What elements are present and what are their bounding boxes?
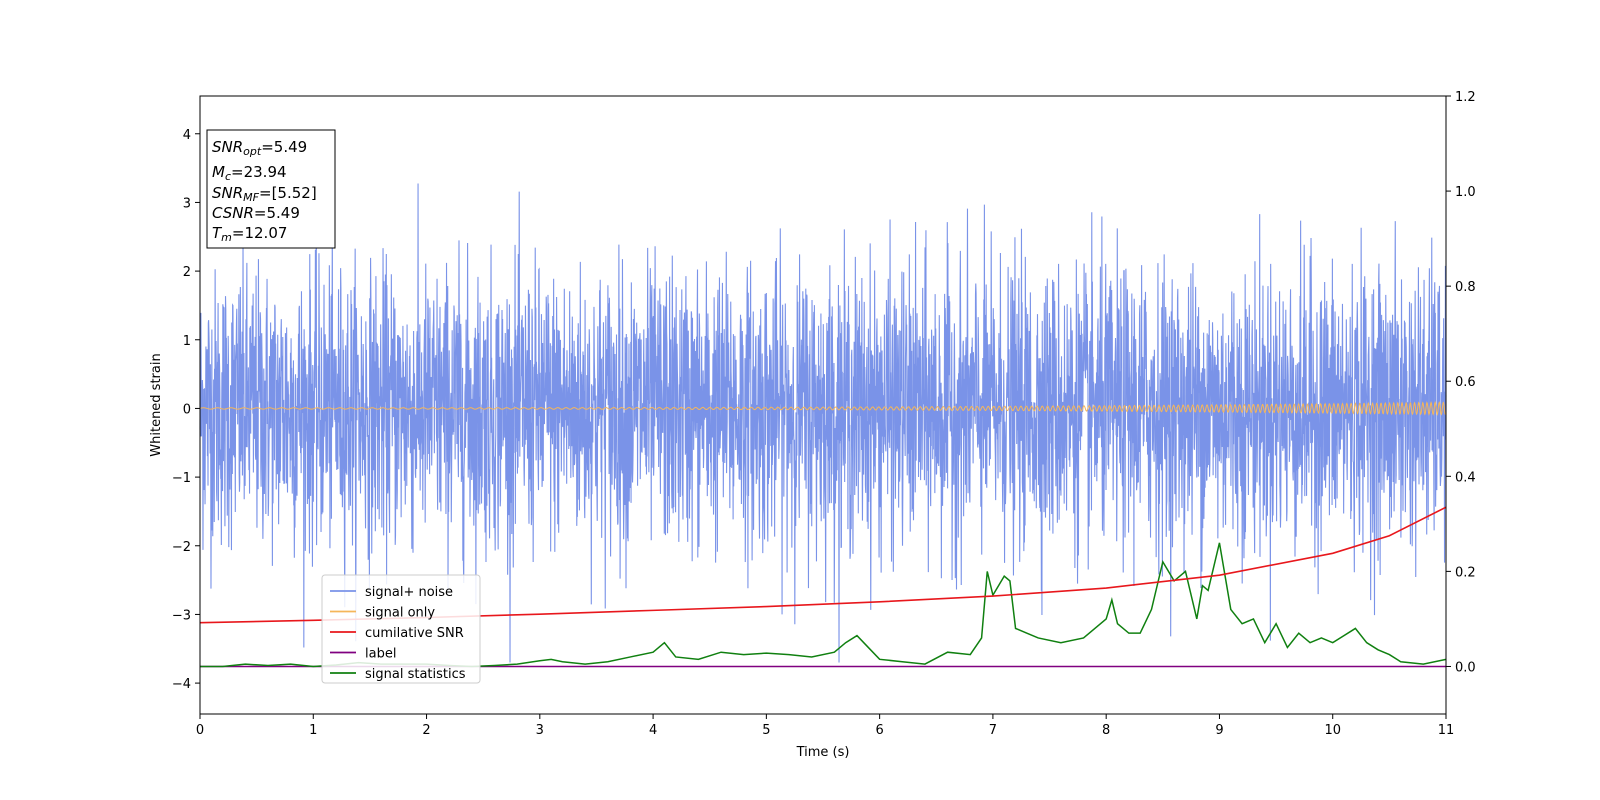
x-tick-label: 0	[196, 723, 204, 738]
y-tick-label: 4	[183, 128, 191, 143]
annotation-snr-opt: SNRopt=5.49	[212, 138, 307, 158]
x-tick-label: 6	[875, 723, 883, 738]
annotation-box-frame	[206, 129, 336, 249]
x-tick-label: 4	[649, 723, 657, 738]
legend-label-signal-plus-noise: signal+ noise	[365, 585, 453, 600]
y2-tick-label: 0.0	[1455, 660, 1476, 675]
x-tick-label: 8	[1102, 723, 1110, 738]
y-tick-label: 2	[183, 265, 191, 280]
annotation-tm: Tm=12.07	[212, 224, 287, 244]
x-tick-label: 10	[1324, 723, 1341, 738]
y-tick-label: −1	[172, 471, 191, 486]
y2-axis-ticks: 0.0 0.2 0.4 0.6 0.8 1.0 1.2	[1446, 90, 1476, 675]
annotation-box: SNRopt=5.49 Mc=23.94 SNRMF=[5.52] CSNR=5…	[206, 129, 336, 249]
y2-tick-label: 1.2	[1455, 90, 1476, 105]
y2-tick-label: 0.6	[1455, 375, 1476, 390]
x-tick-label: 7	[989, 723, 997, 738]
y2-tick-label: 0.4	[1455, 470, 1476, 485]
y-axis-ticks: −4 −3 −2 −1 0 1 2 3 4	[172, 128, 200, 692]
x-tick-label: 2	[422, 723, 430, 738]
x-tick-label: 1	[309, 723, 317, 738]
annotation-csnr: CSNR=5.49	[212, 204, 300, 222]
y2-tick-label: 0.8	[1455, 280, 1476, 295]
y-tick-label: 1	[183, 334, 191, 349]
legend: signal+ noise signal only cumilative SNR la…	[321, 574, 481, 684]
x-tick-label: 3	[536, 723, 544, 738]
legend-frame	[321, 574, 481, 684]
legend-label-signal-statistics: signal statistics	[365, 667, 466, 682]
series-line-signal-only	[199, 400, 1447, 416]
x-tick-label: 5	[762, 723, 770, 738]
y-tick-label: 0	[183, 402, 191, 417]
y2-tick-label: 0.2	[1455, 565, 1476, 580]
plot-frame	[199, 95, 1447, 715]
y-tick-label: −3	[172, 608, 191, 623]
x-tick-label: 9	[1215, 723, 1223, 738]
x-axis-ticks: 0 1 2 3 4 5 6 7 8 9 10 11	[196, 714, 1454, 738]
y-tick-label: 3	[183, 196, 191, 211]
x-axis-label: Time (s)	[796, 745, 850, 760]
x-tick-label: 11	[1438, 723, 1455, 738]
annotation-mc: Mc=23.94	[212, 163, 287, 183]
legend-label-signal-only: signal only	[365, 606, 435, 621]
y-axis-label: Whitened strain	[149, 353, 164, 456]
legend-label-cumilative-snr: cumilative SNR	[365, 626, 464, 641]
y-tick-label: −2	[172, 540, 191, 555]
annotation-snr-mf: SNRMF=[5.52]	[212, 184, 317, 204]
y-tick-label: −4	[172, 677, 191, 692]
legend-label-label: label	[365, 647, 396, 662]
series-line-signal-statistics	[200, 542, 1447, 668]
y2-tick-label: 1.0	[1455, 185, 1476, 200]
